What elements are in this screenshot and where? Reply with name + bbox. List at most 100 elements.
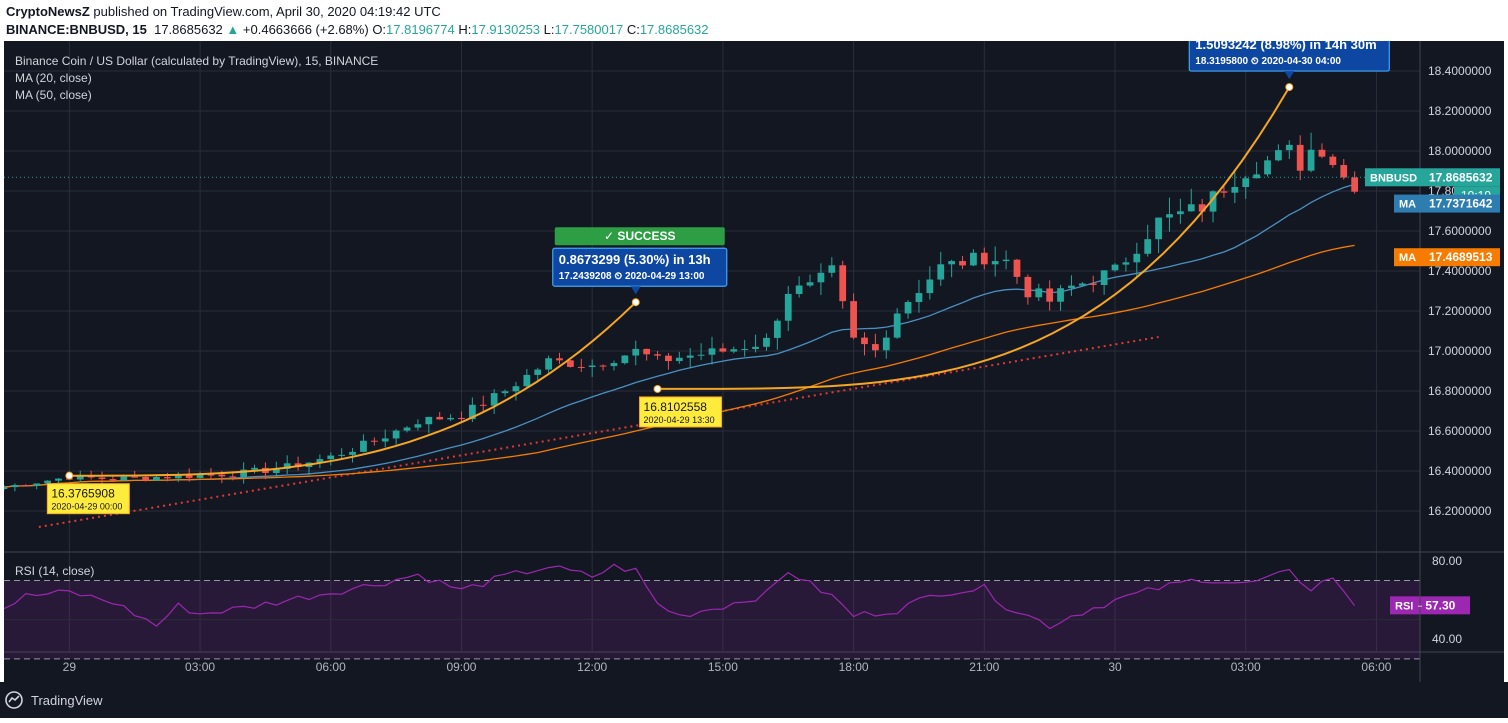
candle-body	[425, 416, 433, 425]
candle	[970, 249, 977, 267]
rsi-label-box	[1390, 596, 1470, 615]
candle	[904, 300, 912, 319]
candle	[490, 389, 498, 414]
candle	[1209, 190, 1217, 223]
candle	[11, 483, 19, 492]
candle	[1155, 217, 1162, 254]
candle	[915, 279, 923, 313]
rsi-line	[3, 563, 1356, 630]
candle-body	[872, 344, 879, 351]
candle	[817, 263, 825, 296]
change-callout-box	[552, 247, 728, 287]
price-label: MA 17.7371642	[1394, 194, 1500, 213]
trend-line	[38, 336, 1159, 528]
candle-body	[251, 467, 258, 470]
symbol-label[interactable]: BINANCE:BNBUSD, 15	[6, 22, 147, 37]
publisher-name[interactable]: CryptoNewsZ	[6, 4, 90, 19]
candle-body	[1002, 259, 1010, 262]
candle-body	[1318, 149, 1326, 157]
change-callout: 1.5093242 (8.98%) in 14h 30m 18.3195800 ⏲…	[1188, 32, 1390, 80]
candle-body	[174, 474, 182, 479]
ma20-legend[interactable]: MA (20, close)	[15, 71, 92, 85]
rsi-tick-label: 40.00	[1432, 632, 1462, 646]
y-tick-label: 16.6000000	[1428, 424, 1492, 438]
brand-name: TradingView	[31, 693, 103, 708]
candle	[1111, 263, 1119, 272]
candle	[654, 351, 661, 360]
anchor-point	[631, 298, 640, 307]
candle	[763, 333, 770, 351]
rsi-legend[interactable]: RSI (14, close)	[15, 564, 94, 578]
candle-body	[534, 369, 542, 375]
candle-body	[904, 302, 912, 314]
candle-body	[109, 479, 117, 481]
price-label-name: MA	[1399, 199, 1416, 211]
candle	[1296, 135, 1304, 181]
candle-body	[763, 337, 770, 347]
candle	[370, 437, 378, 446]
candle-body	[447, 417, 454, 420]
close-value: 17.8685632	[639, 22, 709, 37]
candle-body	[1144, 239, 1152, 254]
projection-curve-1	[69, 301, 637, 477]
axes: 29 03:00 06:00 09:00 12:00 15:00 18:00 21:00 30 0…	[4, 41, 1504, 682]
candle-body	[621, 355, 629, 364]
candle-body	[1351, 177, 1359, 192]
price-change: +0.4663666 (+2.68%)	[242, 22, 369, 37]
candle	[1264, 156, 1271, 177]
candle-body	[1220, 191, 1228, 193]
publish-line: CryptoNewsZ published on TradingView.com…	[6, 4, 441, 19]
candle-body	[1024, 276, 1032, 298]
candle-body	[1100, 270, 1108, 285]
candle	[1220, 184, 1228, 198]
rsi-price-label: RSI - 57.30	[1390, 596, 1470, 615]
candle-body	[1187, 204, 1195, 212]
candle-body	[479, 404, 487, 406]
candle	[861, 332, 868, 356]
candle	[436, 412, 444, 420]
candle	[196, 471, 204, 479]
candle	[773, 318, 781, 350]
candle-body	[1296, 144, 1304, 171]
candle-body	[1242, 178, 1250, 188]
candle-body	[327, 455, 335, 460]
ma50-legend[interactable]: MA (50, close)	[15, 88, 92, 102]
rsi-pane: 80.00 40.00 RSI - 57.30	[3, 554, 1470, 660]
candle	[251, 464, 258, 474]
candle-body	[654, 354, 661, 356]
candle-body	[773, 320, 781, 338]
candle-body	[98, 477, 106, 480]
candle	[741, 339, 749, 357]
projection-curve-2	[657, 86, 1291, 390]
candle-body	[153, 477, 160, 481]
candle	[632, 340, 640, 366]
candle	[1035, 283, 1043, 302]
candle-body	[1176, 211, 1184, 215]
candle	[174, 472, 182, 483]
anchor-point	[1285, 83, 1294, 92]
projection-curves	[65, 83, 1294, 480]
candle	[1057, 284, 1064, 311]
trend-layer	[38, 336, 1159, 528]
candle	[872, 333, 879, 358]
high-label: H:	[458, 22, 472, 37]
candle-body	[545, 358, 552, 370]
y-tick-label: 17.2000000	[1428, 304, 1492, 318]
candle-body	[599, 365, 607, 367]
grid	[4, 41, 1420, 651]
candle	[523, 369, 531, 388]
success-label: ✓ SUCCESS	[604, 229, 675, 243]
tradingview-logo[interactable]: TradingView	[0, 682, 200, 718]
candle	[1089, 275, 1097, 293]
candle	[1144, 224, 1152, 257]
rsi-label-value: - 57.30	[1418, 598, 1456, 612]
ohlc-line: BINANCE:BNBUSD, 15 17.8685632 ▲ +0.46636…	[6, 22, 709, 37]
candle-body	[207, 474, 215, 476]
candle-body	[556, 358, 563, 361]
candle	[730, 346, 738, 354]
candle-body	[283, 463, 291, 469]
y-tick-label: 16.8000000	[1428, 384, 1492, 398]
candle-body	[817, 272, 825, 283]
x-tick-label: 15:00	[708, 660, 738, 674]
